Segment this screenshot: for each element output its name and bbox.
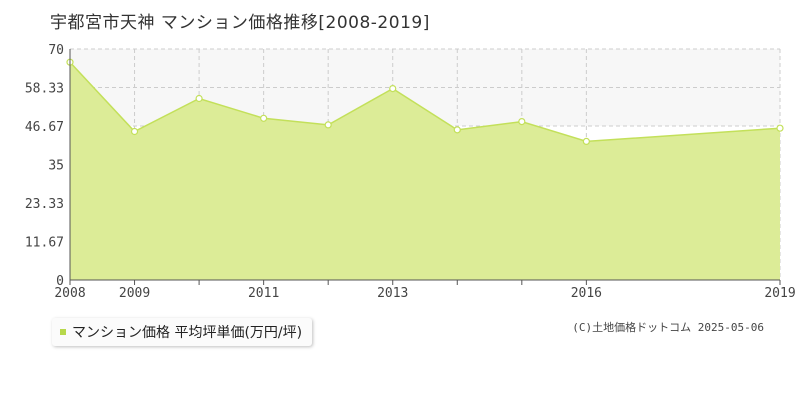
credit-text: (C)土地価格ドットコム 2025-05-06 [572,321,764,334]
data-point [453,126,461,134]
y-tick-label: 23.33 [25,197,64,212]
y-tick-label: 46.67 [25,120,64,135]
legend-label: マンション価格 平均坪単価(万円/坪) [72,325,303,341]
data-point [776,124,784,132]
legend: マンション価格 平均坪単価(万円/坪) [52,318,313,346]
x-tick-label: 2011 [248,286,279,301]
data-point [260,114,268,122]
y-tick-label: 11.67 [25,235,64,250]
y-tick-label: 58.33 [25,82,64,97]
data-point [518,117,526,126]
x-tick-label: 2016 [571,286,602,301]
series-line [69,61,781,143]
x-tick-label: 2013 [377,286,408,301]
data-point [130,127,139,136]
data-point [389,84,397,93]
y-tick-label: 70 [48,43,64,58]
y-tick-label: 35 [48,159,64,174]
series-area [70,62,780,281]
x-tick-label: 2008 [54,286,85,301]
page-title: 宇都宮市天神 マンション価格推移[2008-2019] [50,13,430,33]
x-tick-label: 2009 [119,286,150,301]
data-point [195,94,203,103]
data-point [324,121,332,129]
y-tick-label: 0 [56,274,64,289]
x-tick-label: 2019 [764,286,795,301]
data-point [582,137,590,145]
legend-swatch [60,329,66,335]
